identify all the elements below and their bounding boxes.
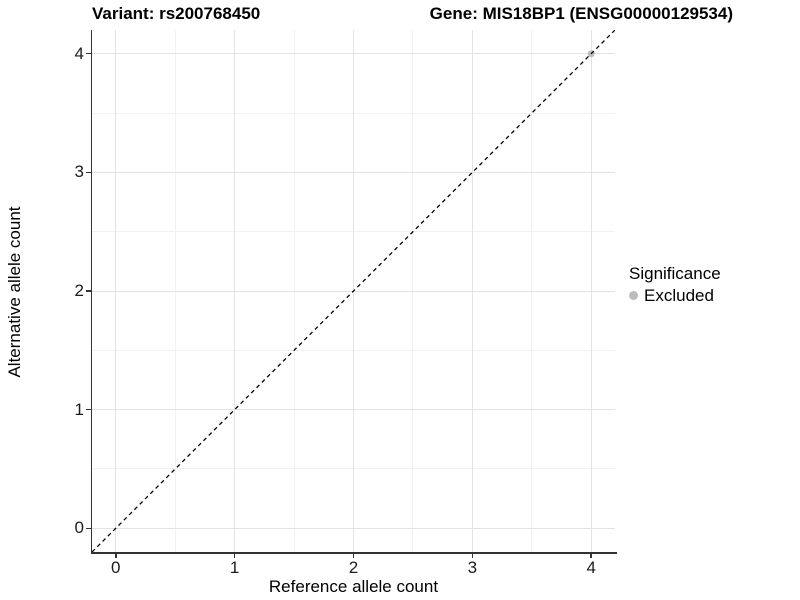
x-axis-tick [352,553,355,558]
x-axis-tick [471,553,474,558]
y-axis-tick [86,52,91,55]
y-tick-label: 4 [74,43,84,63]
x-axis-tick [115,553,117,558]
y-tick-label: 0 [74,518,84,538]
major-gridline-horizontal [92,171,615,173]
x-tick-label: 3 [467,558,478,577]
legend-key-excluded-icon [629,291,638,300]
plot-overlay [92,30,615,552]
y-axis-tick [86,290,91,292]
x-axis-line [90,552,617,554]
legend-item-label: Excluded [644,286,714,305]
major-gridline-horizontal [92,527,615,529]
legend-item-excluded: Excluded [629,285,797,306]
plot-titles: Variant: rs200768450 Gene: MIS18BP1 (ENS… [92,4,733,24]
plot-title-gene: Gene: MIS18BP1 (ENSG00000129534) [429,4,733,23]
y-axis-tick [86,527,91,530]
y-axis-line [90,30,92,554]
major-gridline-horizontal [92,409,615,411]
y-tick-label: 2 [74,281,84,300]
y-tick-label: 3 [74,162,84,182]
y-axis-tick [86,171,91,174]
y-axis-tick [86,408,91,411]
major-gridline-horizontal [92,53,615,55]
plot-title-variant: Variant: rs200768450 [92,4,261,23]
x-tick-label: 4 [586,558,596,577]
x-tick-label: 1 [229,558,240,577]
y-axis-title: Alternative allele count [5,206,24,378]
x-tick-label: 2 [348,558,359,577]
y-tick-label: 1 [74,399,84,419]
legend: Significance Excluded [629,262,797,306]
identity-line [92,30,615,552]
x-axis-tick [590,553,592,558]
legend-title: Significance [629,264,721,283]
x-tick-label: 0 [111,558,121,577]
x-axis-tick [233,553,236,558]
x-axis-title: Reference allele count [268,577,439,596]
